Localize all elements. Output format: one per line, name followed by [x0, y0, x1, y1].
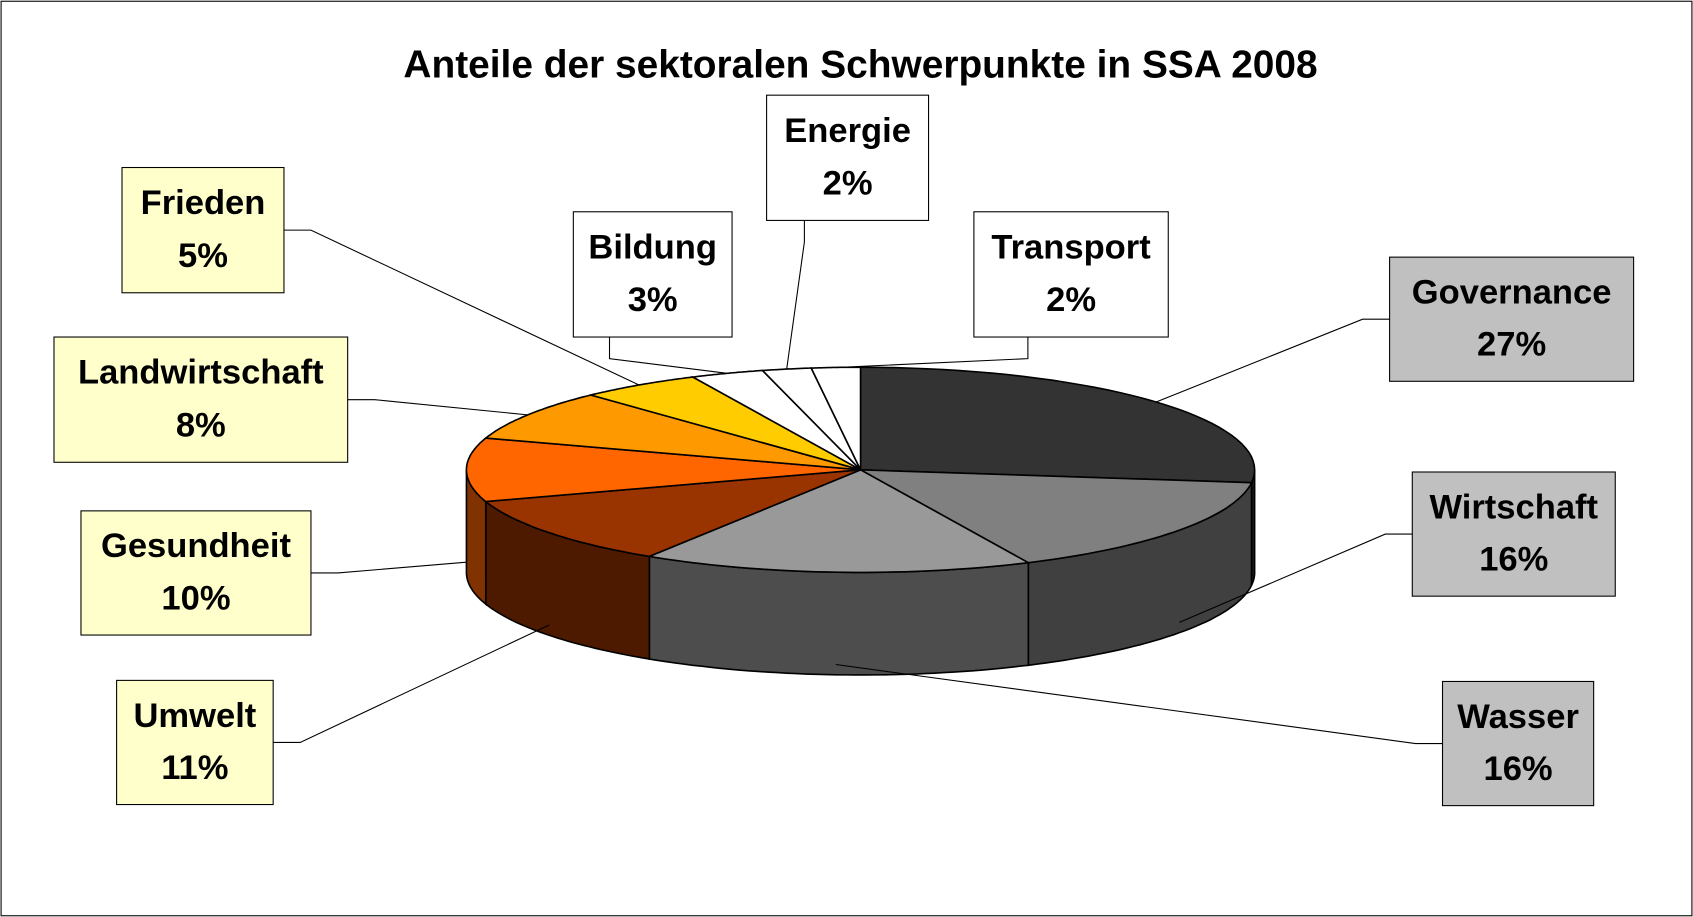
data-label-name: Wirtschaft — [1429, 488, 1598, 526]
leader-line — [310, 561, 467, 574]
data-label-name: Wasser — [1457, 698, 1579, 736]
leader-line — [608, 337, 728, 374]
data-label-value: 16% — [1484, 750, 1553, 788]
data-label-value: 10% — [161, 579, 230, 617]
data-label-value: 11% — [161, 749, 228, 787]
data-label-name: Umwelt — [133, 697, 256, 735]
leader-line — [835, 663, 1443, 745]
leader-line — [283, 229, 640, 386]
slice — [483, 394, 861, 471]
leader-line — [1179, 533, 1413, 623]
leader-line — [1155, 318, 1390, 403]
data-label-name: Frieden — [141, 184, 266, 222]
data-label-box — [1389, 256, 1635, 382]
leader-line — [835, 337, 1029, 369]
data-label-name: Governance — [1412, 274, 1612, 312]
slice — [465, 437, 861, 503]
leader-line — [347, 399, 528, 416]
data-label-name: Bildung — [588, 228, 717, 266]
data-label-value: 2% — [1046, 281, 1096, 319]
data-label-box — [53, 336, 349, 463]
data-label-box — [973, 211, 1169, 338]
data-label-box — [80, 510, 312, 636]
data-label-value: 8% — [176, 406, 226, 444]
data-label-value: 2% — [823, 164, 873, 202]
data-label-box — [1411, 471, 1616, 597]
data-label-name: Transport — [991, 228, 1151, 266]
leader-line — [786, 220, 805, 370]
slice-side — [648, 555, 1030, 676]
slice — [483, 469, 861, 558]
data-label-value: 27% — [1477, 326, 1546, 364]
data-label-box — [572, 211, 733, 338]
slice — [860, 469, 1253, 564]
data-label-value: 3% — [628, 281, 678, 319]
slice — [646, 468, 1031, 574]
data-label-name: Energie — [784, 112, 911, 150]
data-label-box — [766, 94, 930, 221]
data-label-box — [1441, 680, 1595, 807]
data-label-value: 16% — [1479, 541, 1548, 579]
chart-title: Anteile der sektoralen Schwerpunkte in S… — [403, 43, 1317, 86]
leader-line — [273, 624, 550, 744]
data-label-value: 5% — [178, 237, 228, 275]
data-label-name: Gesundheit — [101, 527, 292, 565]
data-label-box — [116, 679, 274, 806]
data-label-name: Landwirtschaft — [78, 354, 324, 392]
data-label-box — [121, 166, 285, 294]
